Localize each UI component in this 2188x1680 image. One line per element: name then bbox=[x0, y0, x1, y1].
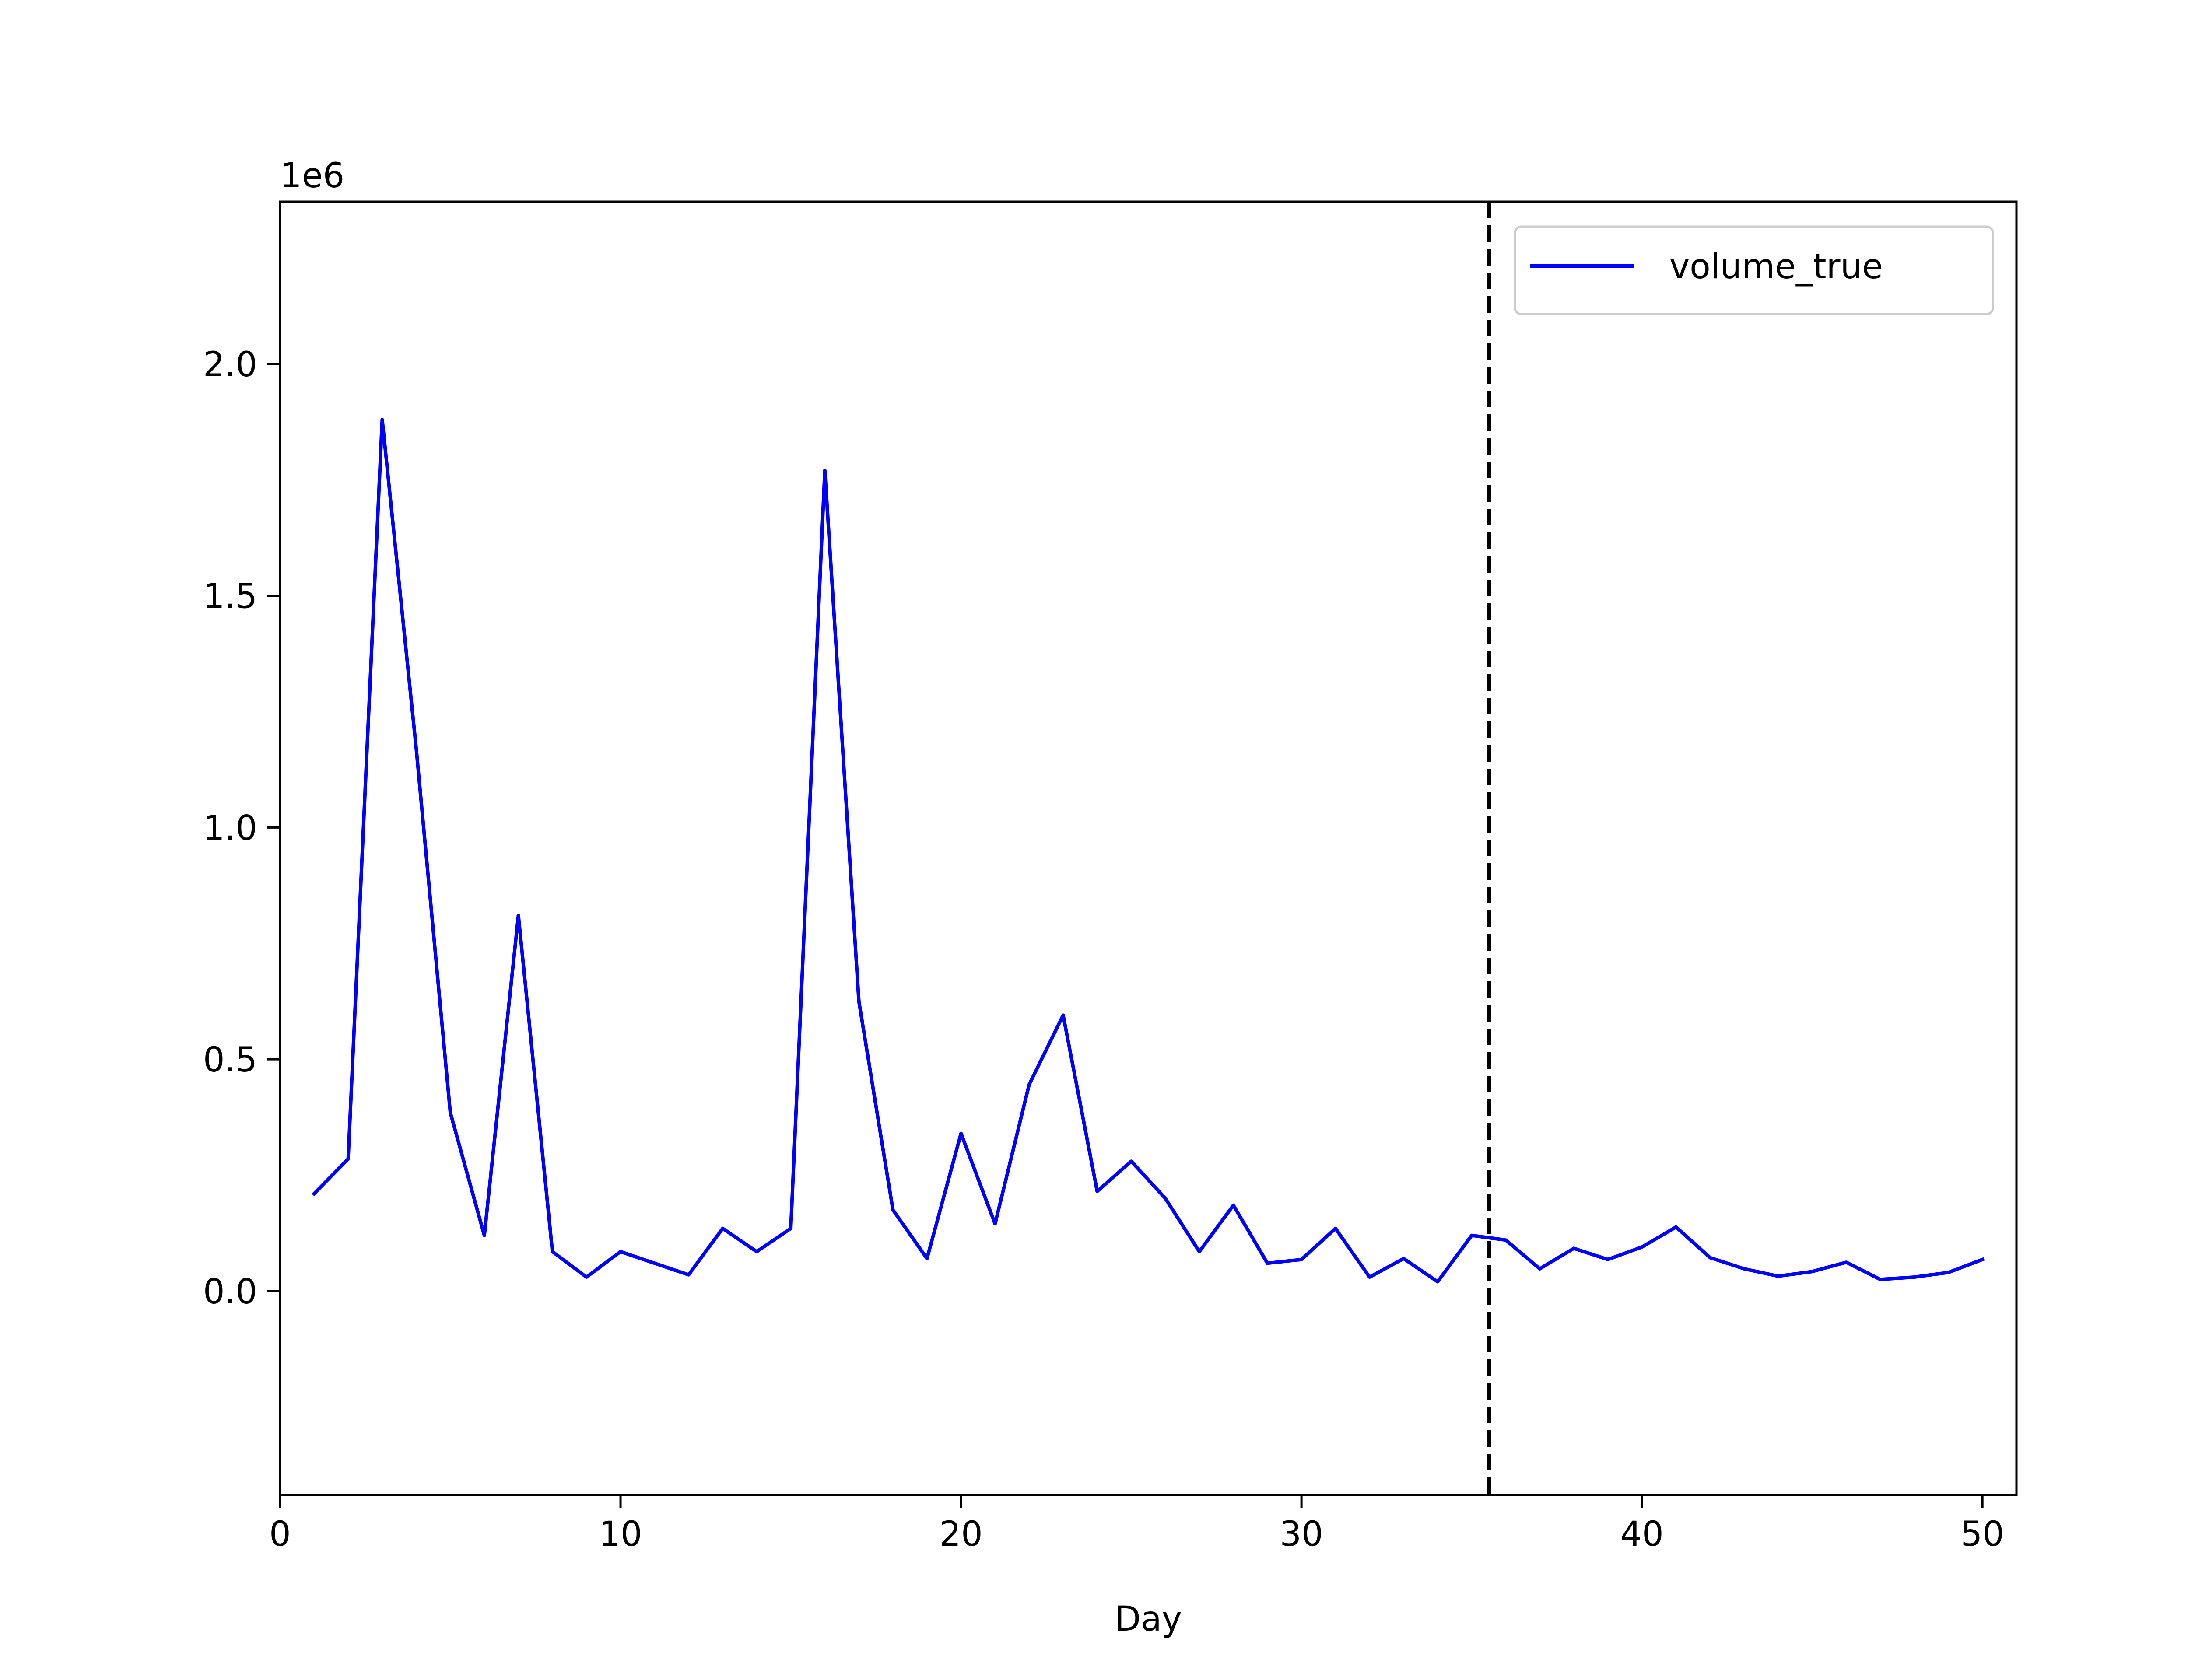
x-tick-label: 20 bbox=[939, 1515, 982, 1554]
y-tick-label: 1.5 bbox=[203, 577, 257, 616]
plot-area bbox=[280, 202, 2016, 1495]
x-tick-label: 0 bbox=[269, 1515, 291, 1554]
x-tick-label: 10 bbox=[599, 1515, 642, 1554]
y-tick-label: 0.5 bbox=[203, 1040, 257, 1080]
x-axis-label: Day bbox=[1115, 1600, 1182, 1639]
y-tick-label: 1.0 bbox=[203, 808, 257, 848]
x-axis: 0 10 20 30 40 50 bbox=[269, 1495, 2004, 1554]
series-lines bbox=[312, 418, 1985, 1284]
x-tick-label: 50 bbox=[1961, 1515, 2004, 1554]
plot-frame bbox=[279, 200, 2018, 1496]
y-tick-label: 2.0 bbox=[203, 345, 257, 385]
legend-box bbox=[1514, 225, 1994, 315]
legend: volume_true bbox=[1514, 225, 1994, 315]
x-tick-label: 40 bbox=[1620, 1515, 1664, 1554]
y-tick-label: 0.0 bbox=[203, 1272, 257, 1312]
y-offset-label: 1e6 bbox=[280, 156, 344, 196]
series-line-volume_true bbox=[312, 418, 1985, 1284]
y-axis: 0.0 0.5 1.0 1.5 2.0 bbox=[203, 345, 280, 1312]
legend-label: volume_true bbox=[1669, 247, 1883, 287]
x-tick-label: 30 bbox=[1280, 1515, 1323, 1554]
